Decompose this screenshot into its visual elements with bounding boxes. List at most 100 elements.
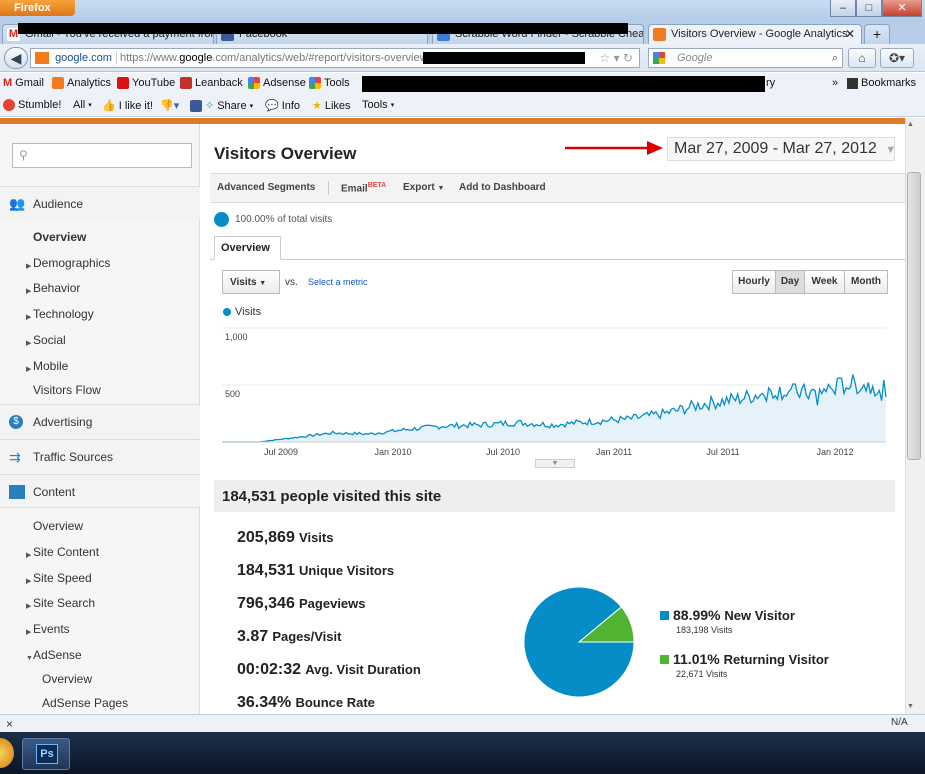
stumbleupon-icon [3,99,15,111]
x-tick-label: Jul 2009 [264,447,298,457]
tools-menu[interactable]: Tools ▾ [362,99,394,111]
back-arrow-icon[interactable]: ◀ [4,47,28,69]
sidebar-item-content-overview[interactable]: Overview [33,519,84,533]
legend-label: Visits [235,306,262,318]
sidebar-item-adsense-pages[interactable]: AdSense Pages [42,696,129,710]
facebook-icon [190,99,202,112]
nav-label: Mobile [33,359,69,373]
y-tick-label: 500 [225,389,240,399]
bookmark-adsense[interactable]: Adsense [248,77,306,89]
bookmark-gmail[interactable]: M Gmail [3,77,44,89]
nav-label: Events [33,622,70,636]
sidebar-item-adsense[interactable]: ▼ AdSense [0,647,200,663]
bookmarks-icon [847,77,858,89]
close-addon-bar-icon[interactable]: × [6,717,14,731]
sidebar-item-adsense-overview[interactable]: Overview [42,672,93,686]
sidebar-item-technology[interactable]: ▶ Technology [0,306,200,322]
chart-collapse-handle[interactable]: ▼ [535,459,575,468]
stumble-button[interactable]: Stumble! [3,99,61,111]
dislike-button[interactable]: 👎▾ [160,99,179,112]
search-input[interactable]: Google ⌕ [648,48,843,68]
stat-row: 184,531 Unique Visitors [237,562,394,580]
tab-analytics[interactable]: Visitors Overview - Google Analytics ✕ [648,24,862,45]
advanced-segments-button[interactable]: Advanced Segments [217,182,316,193]
add-to-dashboard-button[interactable]: Add to Dashboard [459,182,546,193]
sidebar-item-mobile[interactable]: ▶ Mobile [0,358,200,374]
sidebar-item-overview[interactable]: Overview [33,230,87,244]
close-tab-icon[interactable]: ✕ [844,27,855,41]
select-metric-link[interactable]: Select a metric [308,277,368,287]
sidebar-item-site-content[interactable]: ▶ Site Content [0,544,200,560]
percent-total-text: 100.00% of total visits [235,214,333,225]
expand-triangle-icon: ▶ [26,314,32,321]
bookmark-analytics[interactable]: Analytics [52,77,111,89]
sidebar-section-traffic-sources[interactable]: ⇉ Traffic Sources [0,439,200,473]
search-icon[interactable]: ⌕ [831,52,838,64]
chevron-down-icon: ▼ [885,144,897,156]
pie-legend-new-visitor: 88.99% New Visitor 183,198 Visits [660,607,795,635]
sidebar-item-events[interactable]: ▶ Events [0,621,200,637]
url-identity[interactable]: google.com [55,52,117,64]
bookmark-label: Adsense [263,77,306,89]
bookmark-youtube[interactable]: YouTube [117,77,175,89]
scrollbar-thumb[interactable] [907,172,921,460]
like-button[interactable]: 👍 I like it! [102,99,153,113]
analytics-icon [653,28,666,41]
expand-triangle-icon: ▶ [26,288,32,295]
expand-triangle-icon: ▶ [26,629,32,636]
sidebar-section-advertising[interactable]: $ Advertising [0,404,200,438]
sidebar-section-audience[interactable]: 👥 Audience [0,186,200,220]
bookmark-tools[interactable]: Tools [309,77,350,89]
bookmark-leanback[interactable]: Leanback [180,77,243,89]
traffic-arrows-icon: ⇉ [9,449,21,465]
sidebar-item-site-speed[interactable]: ▶ Site Speed [0,570,200,586]
info-button[interactable]: 💬 Info [265,99,300,113]
url-bar[interactable]: google.com https://www.google.com/analyt… [30,48,640,68]
period-week-button[interactable]: Week [804,270,845,294]
bookmark-label: YouTube [132,77,176,89]
export-button[interactable]: Export ▼ [403,182,444,193]
date-range-picker[interactable]: Mar 27, 2009 - Mar 27, 2012 ▼ [667,137,897,161]
email-label: Email [341,183,368,195]
share-button[interactable]: ✧ Share ▾ [190,99,253,112]
close-window-button[interactable]: ✕ [882,0,922,17]
sidebar-search-input[interactable]: ⚲ [12,143,192,168]
sidebar-item-site-search[interactable]: ▶ Site Search [0,595,200,611]
sidebar-item-demographics[interactable]: ▶ Demographics [0,255,200,271]
period-month-button[interactable]: Month [844,270,888,294]
bookmark-partial[interactable]: ry [766,77,776,89]
bookmarks-overflow[interactable]: » [832,77,839,89]
minimize-button[interactable]: – [830,0,856,17]
bookmarks-toolbar: M Gmail Analytics YouTube Leanback Adsens… [0,73,925,95]
addon-icon[interactable]: ✪▾ [880,48,914,68]
scroll-down-icon[interactable]: ▼ [907,703,914,710]
all-dropdown[interactable]: All ▾ [73,99,92,111]
star-icon: ★ [312,100,322,112]
legend-percent: 88.99% [673,607,721,623]
period-day-button[interactable]: Day [775,270,805,294]
scroll-up-icon[interactable]: ▲ [907,121,914,128]
bookmarks-menu[interactable]: Bookmarks [847,77,916,89]
sidebar-section-content[interactable]: Content [0,474,200,508]
tab-overview[interactable]: Overview [214,236,281,260]
stat-row: 36.34% Bounce Rate [237,694,375,712]
chevron-down-icon: ▾ [390,102,395,109]
metric-selector[interactable]: Visits ▼ [222,270,280,294]
firefox-menu-button[interactable]: Firefox [0,0,75,16]
series-line [222,374,887,443]
sidebar-item-social[interactable]: ▶ Social [0,332,200,348]
home-icon[interactable]: ⌂ [848,48,876,68]
expand-triangle-icon: ▶ [26,263,32,270]
tools-icon [309,77,321,89]
likes-button[interactable]: ★ Likes [312,99,351,113]
email-button[interactable]: EmailBETA [341,182,386,194]
chevron-down-icon: ▾ [88,102,92,109]
period-hourly-button[interactable]: Hourly [732,270,776,294]
new-tab-button[interactable]: + [864,24,890,44]
sidebar-item-visitors-flow[interactable]: Visitors Flow [33,383,101,397]
maximize-button[interactable]: □ [856,0,882,17]
star-icon[interactable]: ☆ ▾ ↻ [599,51,633,65]
legend-sub: 183,198 Visits [676,625,733,635]
sidebar-item-behavior[interactable]: ▶ Behavior [0,280,200,296]
start-orb-icon[interactable] [0,738,14,768]
